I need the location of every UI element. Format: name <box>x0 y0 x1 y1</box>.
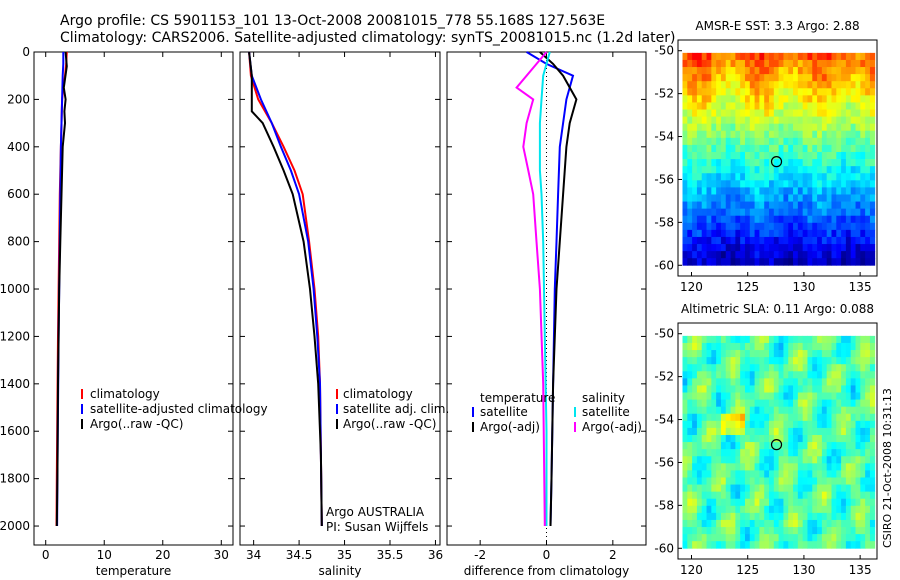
sst-map-ytick-label: -50 <box>654 44 674 58</box>
salinity-xtick-label: 36 <box>428 548 443 562</box>
sla-map-ytick-label: -52 <box>654 370 674 384</box>
credit-label: CSIRO 21-Oct-2008 10:31:13 <box>881 388 894 548</box>
sst-map-ytick-label: -54 <box>654 130 674 144</box>
sst-map-ytick-label: -60 <box>654 258 674 272</box>
salinity-annotation-line1: Argo AUSTRALIA <box>326 505 425 519</box>
sla-map-xtick-label: 130 <box>792 563 815 577</box>
sla-map-xtick-label: 135 <box>849 563 872 577</box>
temperature-axes-frame <box>33 51 234 546</box>
difference-legend-label: satellite <box>582 405 630 419</box>
temperature-legend-label: Argo(..raw -QC) <box>90 417 183 431</box>
sla-map-ytick-label: -60 <box>654 541 674 555</box>
sst-map-xtick-label: 120 <box>680 280 703 294</box>
temperature-ytick-label: 200 <box>7 92 30 106</box>
difference-xtick-label: 0 <box>543 548 551 562</box>
temperature-ytick-label: 1400 <box>0 377 30 391</box>
temperature-legend-label: climatology <box>90 387 160 401</box>
salinity-annotation-line2: PI: Susan Wijffels <box>326 520 428 534</box>
temperature-xtick-label: 30 <box>214 548 229 562</box>
sst-map-ytick-label: -56 <box>654 172 674 186</box>
difference-legend-heading: temperature <box>480 391 555 405</box>
temperature-ytick-label: 400 <box>7 140 30 154</box>
difference-legend-label: Argo(-adj) <box>480 420 540 434</box>
difference-legend-label: satellite <box>480 405 528 419</box>
figure-title-line1: Argo profile: CS 5901153_101 13-Oct-2008… <box>60 13 606 29</box>
salinity-legend-label: climatology <box>343 387 413 401</box>
difference-xtick-label: 2 <box>609 548 617 562</box>
sst-map-heatmap-cells <box>682 52 876 266</box>
salinity-legend-label: satellite adj. clim. <box>343 402 449 416</box>
salinity-xlabel: salinity <box>318 564 361 578</box>
sla-map-title: Altimetric SLA: 0.11 Argo: 0.088 <box>681 302 874 316</box>
salinity-xtick-label: 35.5 <box>377 548 404 562</box>
difference-series-1 <box>539 51 578 527</box>
temperature-ytick-label: 1000 <box>0 282 30 296</box>
sla-map-ytick-label: -54 <box>654 413 674 427</box>
figure-title-line2: Climatology: CARS2006. Satellite-adjuste… <box>60 30 676 46</box>
temperature-ytick-label: 1600 <box>0 424 30 438</box>
temperature-ytick-label: 1200 <box>0 329 30 343</box>
sla-map-ytick-label: -56 <box>654 455 674 469</box>
sst-map-ytick-label: -58 <box>654 215 674 229</box>
difference-xlabel: difference from climatology <box>464 564 630 578</box>
temperature-series-2 <box>55 51 68 527</box>
difference-legend-heading: salinity <box>582 391 625 405</box>
sst-map-ytick-label: -52 <box>654 87 674 101</box>
difference-legend-label: Argo(-adj) <box>582 420 642 434</box>
salinity-axes-frame <box>239 51 441 546</box>
temperature-xtick-label: 20 <box>155 548 170 562</box>
sla-map-xtick-label: 125 <box>736 563 759 577</box>
sst-map-xtick-label: 125 <box>736 280 759 294</box>
temperature-xlabel: temperature <box>96 564 171 578</box>
sla-map-ytick-label: -50 <box>654 327 674 341</box>
sst-map-xtick-label: 135 <box>849 280 872 294</box>
temperature-xtick-label: 0 <box>42 548 50 562</box>
temperature-ytick-label: 2000 <box>0 519 30 533</box>
difference-series-3 <box>515 51 548 527</box>
sla-map-heatmap-cells <box>682 335 876 549</box>
sst-map-title: AMSR-E SST: 3.3 Argo: 2.88 <box>695 19 859 33</box>
sst-map-argo-marker <box>770 156 783 168</box>
salinity-series-2 <box>248 51 323 527</box>
temperature-ytick-label: 800 <box>7 235 30 249</box>
sla-map-ytick-label: -58 <box>654 498 674 512</box>
sla-map-xtick-label: 120 <box>680 563 703 577</box>
sla-map-argo-marker <box>770 439 783 451</box>
temperature-xtick-label: 10 <box>97 548 112 562</box>
temperature-ytick-label: 0 <box>22 45 30 59</box>
sst-map-xtick-label: 130 <box>792 280 815 294</box>
difference-series-2 <box>538 51 551 526</box>
salinity-legend-label: Argo(..raw -QC) <box>343 417 436 431</box>
temperature-ytick-label: 1800 <box>0 472 30 486</box>
salinity-xtick-label: 34 <box>246 548 261 562</box>
salinity-xtick-label: 35 <box>337 548 352 562</box>
salinity-series-1 <box>248 51 323 527</box>
temperature-legend-label: satellite-adjusted climatology <box>90 402 268 416</box>
temperature-ytick-label: 600 <box>7 187 30 201</box>
salinity-xtick-label: 34.5 <box>286 548 313 562</box>
difference-xtick-label: -2 <box>474 548 486 562</box>
